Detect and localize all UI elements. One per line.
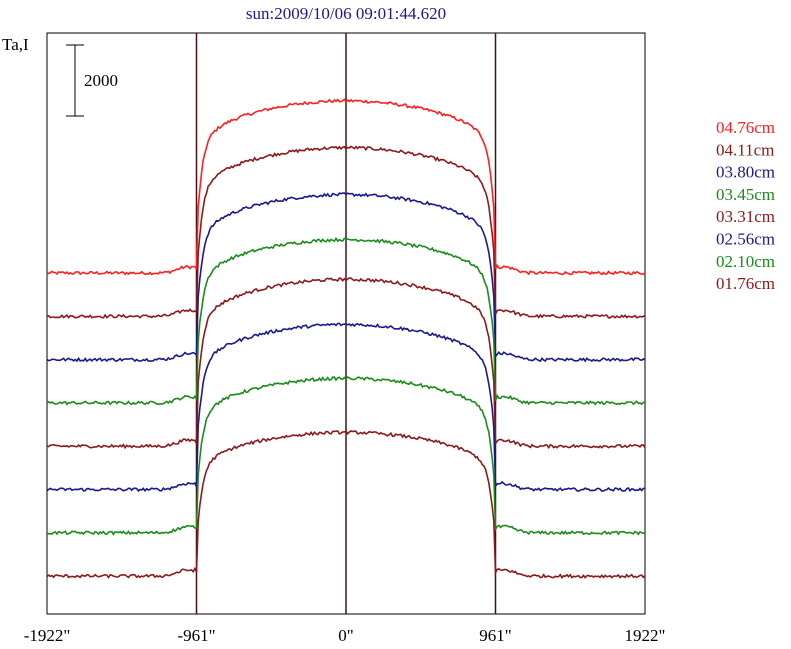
series-line-01.76cm <box>46 430 646 579</box>
series-line-04.76cm <box>46 98 646 276</box>
scale-bar: 2000 <box>66 44 118 117</box>
legend-entry-03.31cm: 03.31cm <box>716 207 775 226</box>
series-line-03.80cm <box>46 192 646 363</box>
chart-title: sun:2009/10/06 09:01:44.620 <box>246 4 446 23</box>
x-tick-labels: -1922" -961" 0" 961" 1922" <box>24 626 666 645</box>
series-line-04.11cm <box>46 145 646 319</box>
scale-bar-label: 2000 <box>84 71 118 90</box>
legend: 04.76cm 04.11cm 03.80cm 03.45cm 03.31cm 02.56… <box>716 118 775 293</box>
x-tick-label-1: -961" <box>177 626 215 645</box>
x-tick-label-0: -1922" <box>24 626 71 645</box>
legend-entry-03.80cm: 03.80cm <box>716 163 775 182</box>
x-tick-label-2: 0" <box>338 626 353 645</box>
legend-entry-03.45cm: 03.45cm <box>716 185 775 204</box>
series-line-03.45cm <box>46 236 646 406</box>
legend-entry-01.76cm: 01.76cm <box>716 274 775 293</box>
legend-entry-02.56cm: 02.56cm <box>716 230 775 249</box>
series-line-02.10cm <box>46 375 646 536</box>
series-line-02.56cm <box>46 322 646 493</box>
legend-entry-04.76cm: 04.76cm <box>716 118 775 137</box>
legend-entry-02.10cm: 02.10cm <box>716 252 775 271</box>
y-axis-label: Ta,I <box>2 35 29 54</box>
x-tick-label-3: 961" <box>479 626 511 645</box>
x-tick-label-4: 1922" <box>625 626 666 645</box>
legend-entry-04.11cm: 04.11cm <box>716 140 774 159</box>
series-lines <box>46 98 646 579</box>
series-line-03.31cm <box>46 277 646 450</box>
